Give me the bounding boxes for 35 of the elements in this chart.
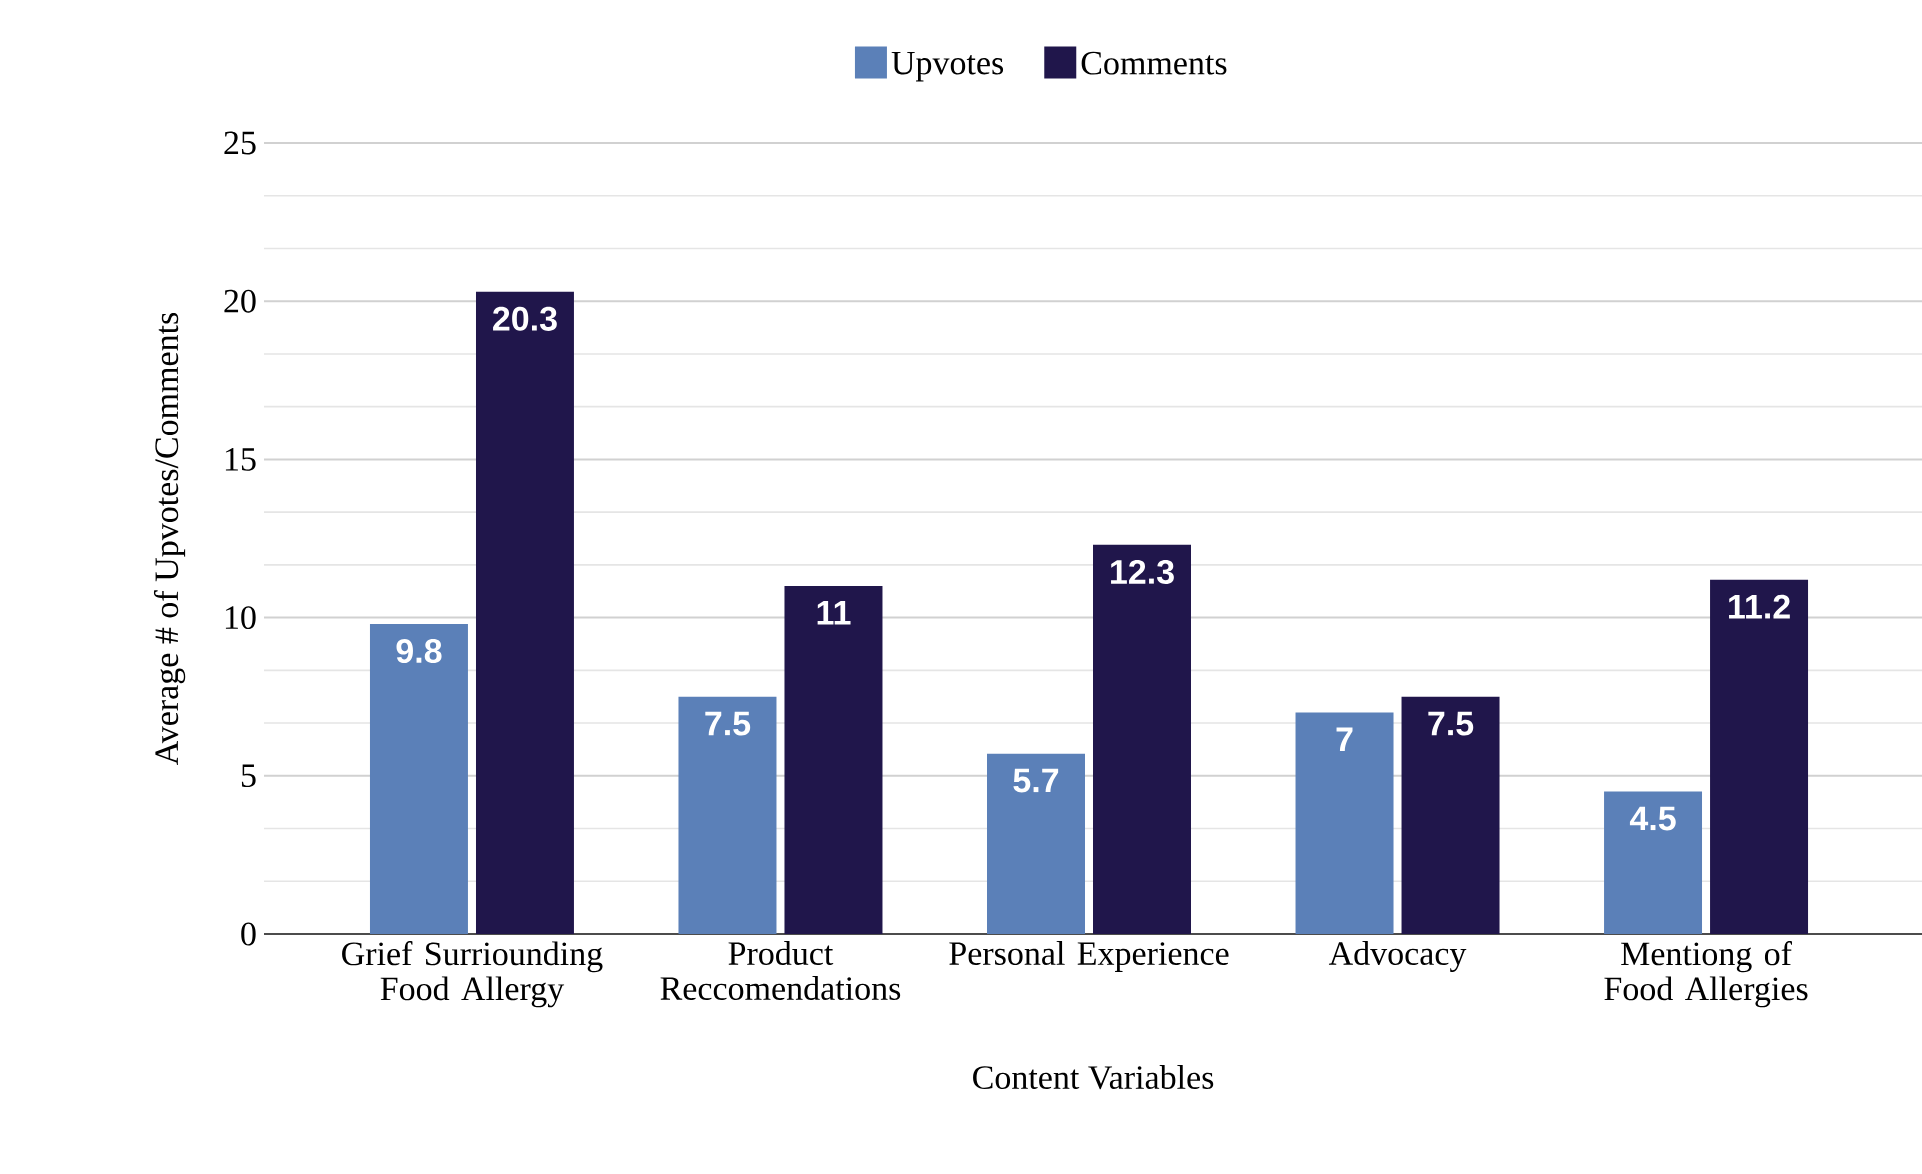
x-tick-label: Product Reccomendations [660,941,901,1000]
y-tick-label: 15 [225,448,256,471]
x-tick-label: Advocacy [1328,941,1467,972]
x-axis-title: Content Variables [973,1065,1214,1090]
data-label: 11 [817,601,851,625]
legend-label: Comments [1081,51,1227,75]
bar [1401,696,1500,934]
data-label: 20.3 [493,306,557,331]
bar [1710,579,1809,934]
bar [1093,544,1191,934]
x-tick-label: Mentiong of Food Allergies [1604,941,1808,1008]
y-tick-label: 5 [241,764,256,788]
bar [678,696,777,934]
data-label: 7 [1336,727,1353,751]
bar [784,585,883,934]
bar [475,291,574,934]
y-axis-title: Average # of Upvotes/Comments [153,312,186,765]
bar [1604,791,1703,934]
data-label: 9.8 [396,638,442,664]
data-label: 7.5 [1428,711,1474,736]
data-label: 4.5 [1629,806,1676,831]
x-tick-label: Grief Surriounding Food Allergy [342,941,603,1008]
y-tick-label: 25 [224,131,256,155]
y-tick-label: 10 [225,606,256,630]
legend-label: Upvotes [891,51,1004,82]
bar [1295,712,1394,934]
y-tick-label: 20 [224,289,256,313]
data-label: 11.2 [1729,594,1790,619]
bar [369,623,468,934]
data-label: 5.7 [1013,768,1059,793]
bar [987,753,1086,934]
data-label: 12.3 [1111,559,1174,585]
data-label: 7.5 [705,711,751,736]
y-tick-label: 0 [241,922,256,946]
x-tick-label: Personal Experience [949,941,1229,972]
